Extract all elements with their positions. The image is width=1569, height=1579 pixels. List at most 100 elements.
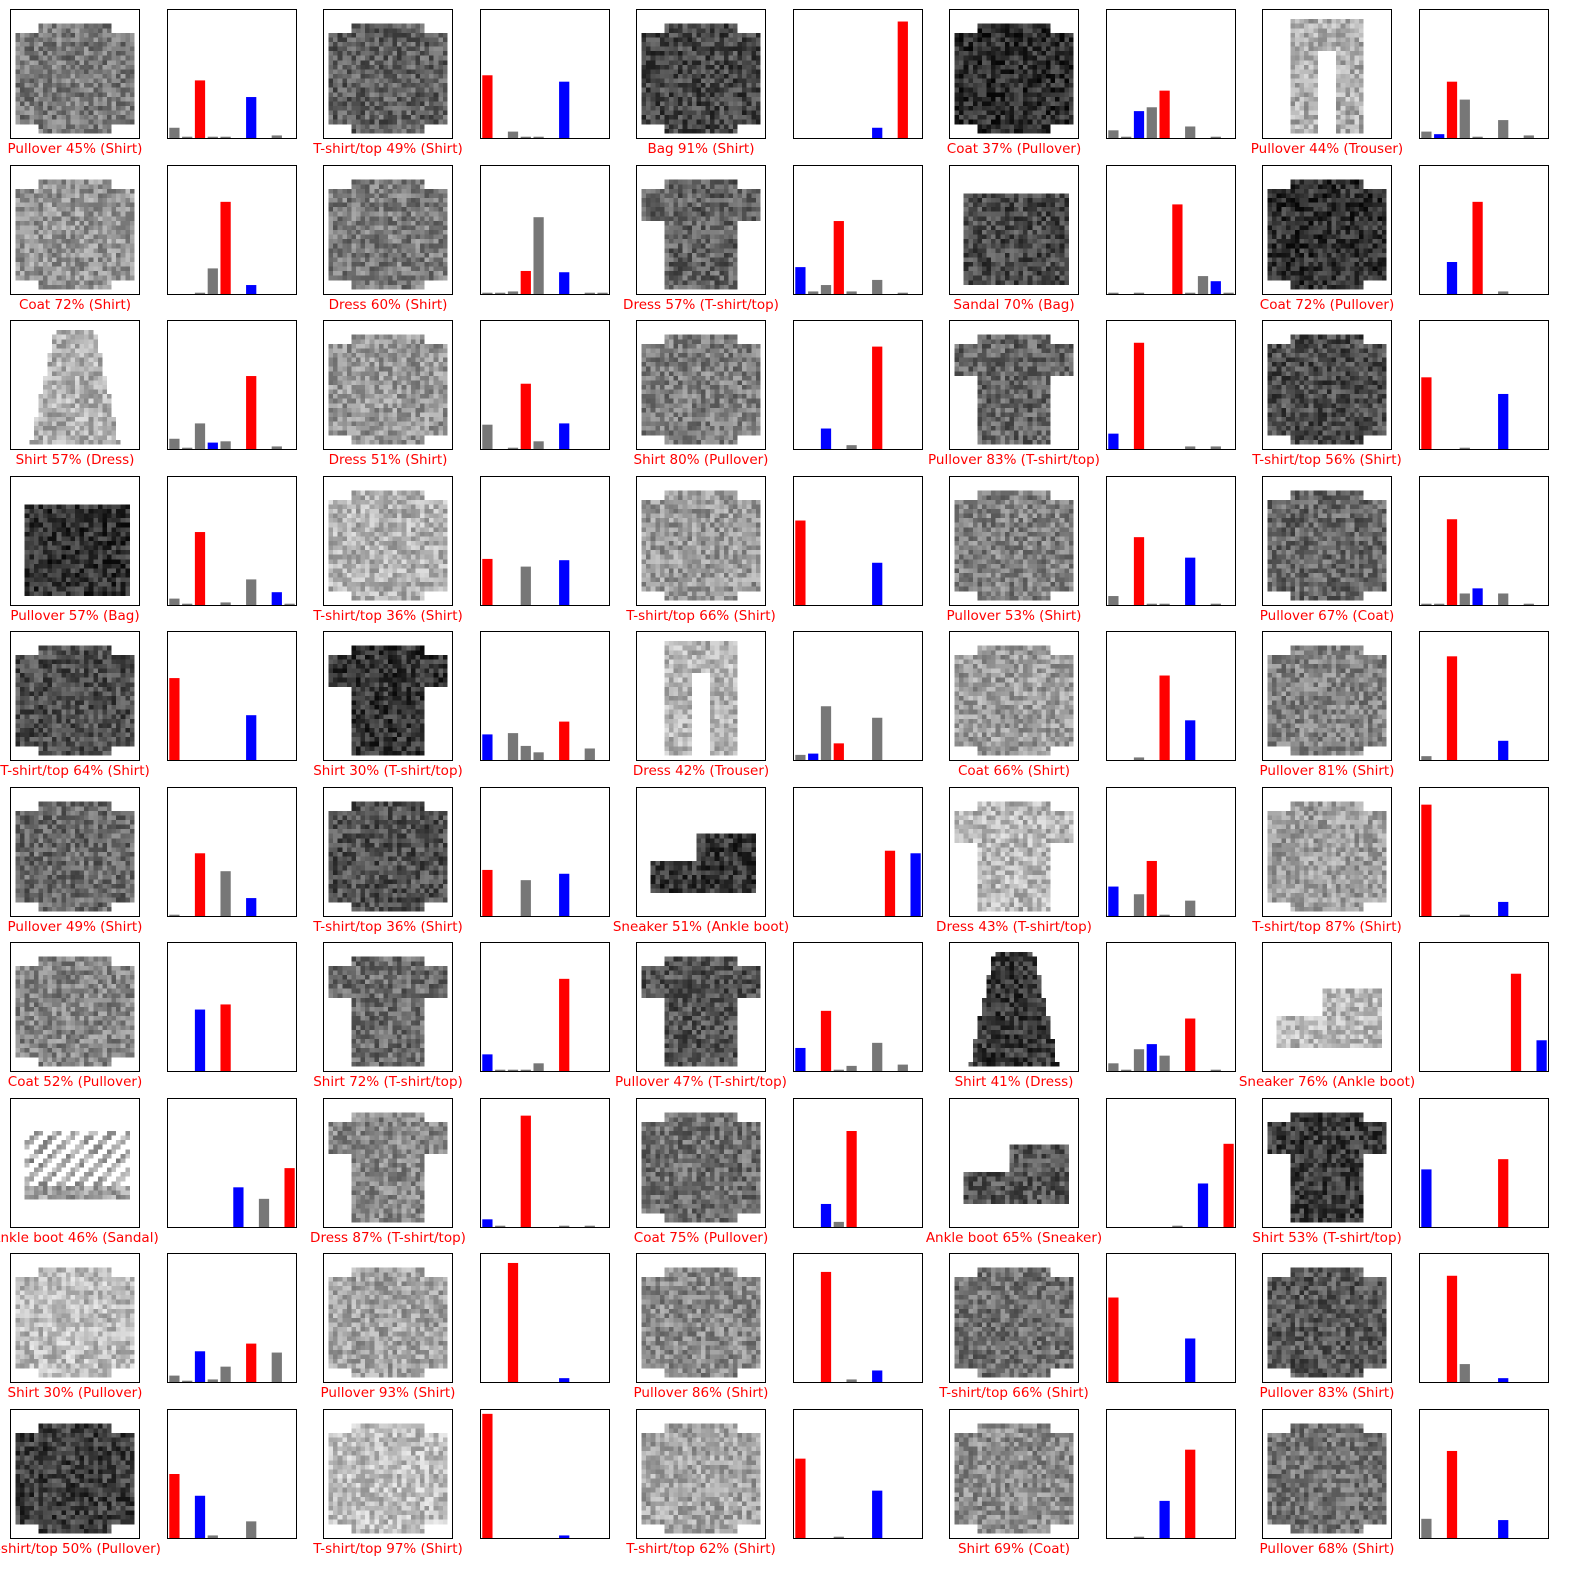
image-pixel [61, 101, 66, 106]
image-pixel [1046, 55, 1051, 61]
image-pixel [388, 270, 393, 276]
image-pixel [1299, 28, 1305, 33]
image-pixel [710, 92, 715, 97]
image-pixel [392, 247, 398, 253]
image-pixel [664, 92, 669, 97]
image-pixel [337, 247, 343, 253]
image-pixel [1354, 188, 1359, 193]
image-pixel [33, 87, 39, 93]
image-pixel [1299, 101, 1305, 106]
image-pixel [963, 92, 969, 97]
image-pixel [1331, 197, 1337, 203]
image-pixel [369, 224, 375, 230]
image-pixel [673, 106, 679, 111]
image-pixel [378, 252, 384, 257]
image-pixel [75, 83, 80, 88]
prediction-label: Dress 57% (T-shirt/top) [601, 297, 801, 313]
image-pixel [356, 32, 361, 38]
image-pixel [116, 69, 121, 74]
image-pixel [691, 119, 697, 125]
image-pixel [714, 23, 720, 29]
image-pixel [84, 256, 89, 262]
image-pixel [977, 275, 982, 280]
image-pixel [38, 206, 43, 212]
image-pixel [65, 69, 71, 74]
image-pixel [1336, 110, 1341, 116]
image-pixel [701, 124, 706, 129]
image-pixel [1023, 55, 1028, 61]
image-pixel [93, 37, 98, 42]
image-pixel [696, 247, 701, 253]
image-pixel [963, 46, 969, 52]
image-pixel [664, 261, 669, 267]
image-pixel [719, 266, 724, 271]
image-pixel [1027, 23, 1033, 29]
image-pixel [75, 179, 80, 184]
image-pixel [65, 23, 71, 29]
image-pixel [420, 252, 425, 257]
image-pixel [420, 124, 425, 129]
image-pixel [388, 37, 393, 42]
image-pixel [1322, 28, 1327, 33]
image-pixel [61, 202, 66, 207]
image-pixel [38, 110, 43, 116]
image-pixel [374, 261, 379, 267]
image-pixel [61, 206, 66, 212]
image-pixel [723, 192, 729, 198]
image-pixel [1340, 23, 1346, 29]
image-pixel [1354, 128, 1359, 134]
image-pixel [415, 37, 420, 42]
image-pixel [38, 179, 43, 184]
image-pixel [1340, 124, 1346, 129]
image-pixel [1027, 220, 1033, 225]
image-pixel [995, 23, 1001, 29]
image-pixel [328, 220, 334, 225]
image-pixel [650, 60, 656, 65]
image-pixel [678, 101, 683, 106]
image-pixel [705, 37, 711, 42]
image-pixel [701, 87, 706, 93]
image-pixel [374, 96, 379, 102]
image-pixel [360, 96, 366, 102]
image-pixel [397, 188, 402, 193]
image-pixel [1345, 101, 1350, 106]
image-pixel [38, 266, 43, 271]
image-pixel [111, 87, 117, 93]
image-pixel [682, 229, 688, 235]
image-pixel [1304, 106, 1309, 111]
image-pixel [442, 192, 448, 198]
image-pixel [125, 247, 130, 253]
image-pixel [728, 202, 733, 207]
image-pixel [29, 202, 34, 207]
image-pixel [1036, 119, 1042, 125]
image-pixel [342, 252, 347, 257]
image-pixel [107, 78, 112, 84]
image-pixel [751, 188, 756, 193]
image-pixel [56, 252, 62, 257]
image-pixel [29, 92, 34, 97]
image-pixel [1000, 92, 1005, 97]
image-pixel [392, 215, 398, 221]
image-pixel [378, 23, 384, 29]
image-pixel [1046, 275, 1051, 280]
image-pixel [728, 224, 733, 230]
image-pixel [374, 64, 379, 70]
image-pixel [1064, 243, 1069, 248]
image-pixel [719, 64, 724, 70]
image-pixel [995, 92, 1001, 97]
image-pixel [360, 42, 366, 47]
image-pixel [968, 202, 973, 207]
image-pixel [365, 115, 370, 120]
image-pixel [401, 220, 407, 225]
image-pixel [125, 83, 130, 88]
image-pixel [346, 96, 352, 102]
image-pixel [38, 256, 43, 262]
image-pixel [20, 101, 25, 106]
image-pixel [93, 78, 98, 84]
image-pixel [61, 124, 66, 129]
image-pixel [52, 206, 57, 212]
image-pixel [365, 83, 370, 88]
probability-bar [833, 220, 844, 294]
image-pixel [673, 78, 679, 84]
image-pixel [65, 55, 71, 61]
